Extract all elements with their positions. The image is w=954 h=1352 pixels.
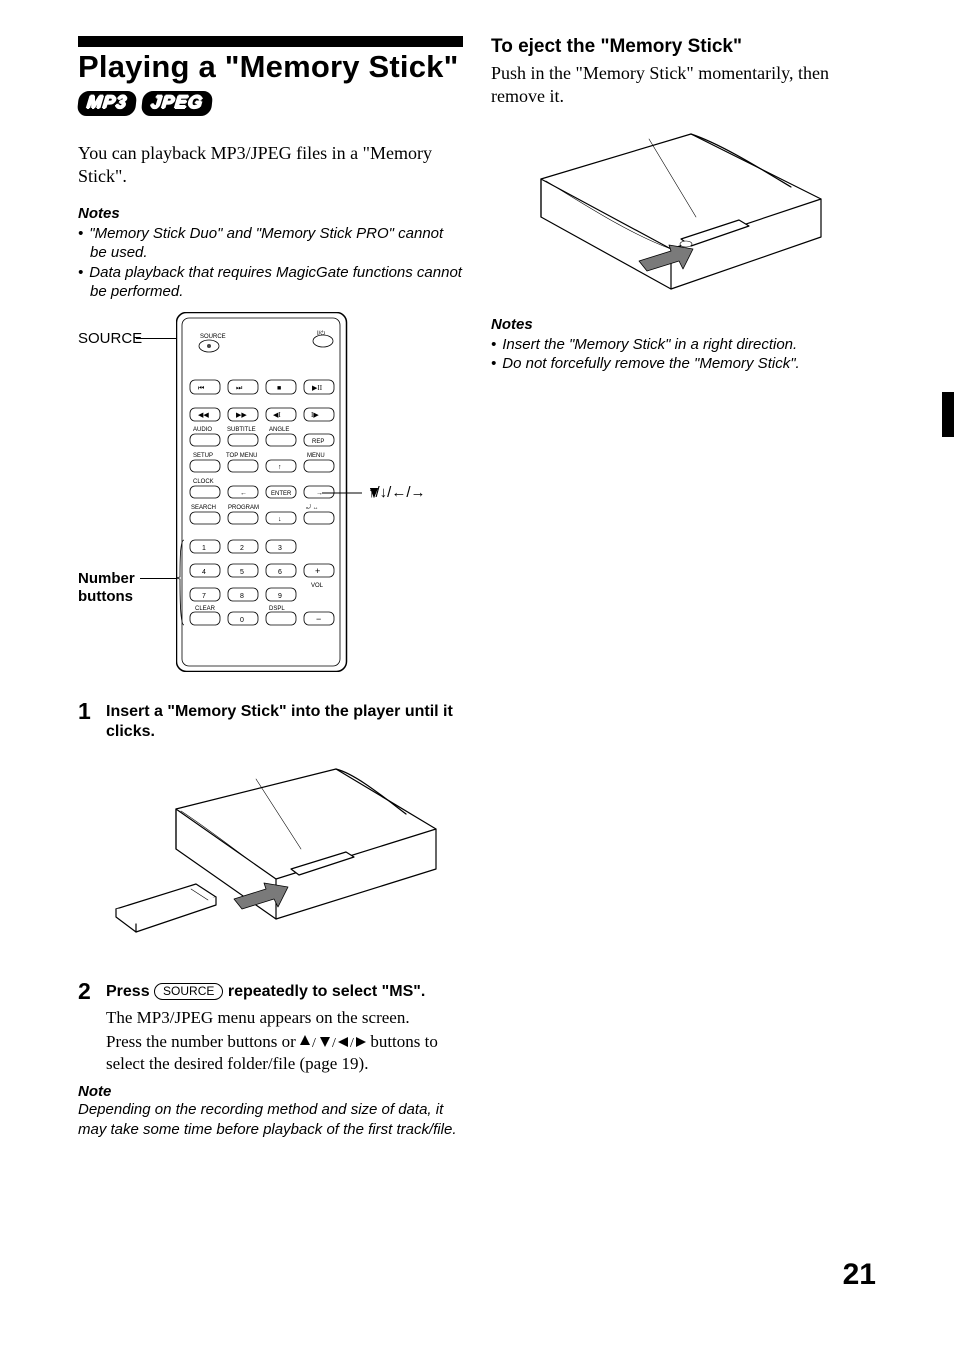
- svg-text:ANGLE: ANGLE: [269, 427, 289, 433]
- svg-text:⤾ ↔: ⤾ ↔: [306, 504, 319, 511]
- svg-text:◀◀: ◀◀: [198, 411, 209, 419]
- note-text: Depending on the recording method and si…: [78, 1100, 463, 1139]
- svg-text:2: 2: [240, 545, 244, 552]
- eject-figure: [531, 119, 876, 304]
- note-item: Data playback that requires MagicGate fu…: [78, 263, 463, 302]
- svg-text:MENU: MENU: [307, 453, 325, 459]
- remote-label-source: SOURCE: [200, 334, 226, 340]
- svg-text:+: +: [315, 566, 320, 576]
- svg-text:/: /: [350, 1036, 354, 1049]
- svg-text:9: 9: [278, 593, 282, 600]
- title-rule: [78, 36, 463, 47]
- step-2: 2 Press SOURCE repeatedly to select "MS"…: [78, 980, 463, 1075]
- eject-heading: To eject the "Memory Stick": [491, 36, 876, 58]
- svg-text:0: 0: [240, 617, 244, 624]
- svg-text:PROGRAM: PROGRAM: [228, 505, 259, 511]
- svg-text:6: 6: [278, 569, 282, 576]
- svg-text:3: 3: [278, 545, 282, 552]
- svg-text:CLOCK: CLOCK: [193, 479, 214, 485]
- svg-text:→: →: [316, 489, 323, 497]
- svg-text:AUDIO: AUDIO: [193, 427, 212, 433]
- svg-text:↑: ↑: [278, 463, 282, 471]
- badge-jpeg: JPEG: [141, 91, 214, 116]
- svg-text:CLEAR: CLEAR: [195, 606, 216, 612]
- svg-text:◀I: ◀I: [273, 411, 281, 419]
- svg-text:4: 4: [202, 569, 206, 576]
- note-block: Note Depending on the recording method a…: [78, 1083, 463, 1139]
- svg-text:TOP MENU: TOP MENU: [226, 453, 257, 459]
- step-2-body2: Press the number buttons or /// buttons …: [106, 1031, 463, 1075]
- svg-text:I/⏻: I/⏻: [317, 330, 325, 337]
- svg-text:▶II: ▶II: [312, 384, 323, 392]
- callout-number-buttons-label: Number buttons: [78, 570, 135, 606]
- eject-body: Push in the "Memory Stick" momentarily, …: [491, 62, 876, 109]
- step-2-body2-before: Press the number buttons or: [106, 1032, 300, 1051]
- arrow-icons: / / /: [300, 1032, 366, 1051]
- svg-text:VOL: VOL: [311, 583, 324, 589]
- format-badges: MP3 JPEG: [78, 91, 463, 116]
- svg-text:5: 5: [240, 569, 244, 576]
- svg-text:I▶: I▶: [311, 411, 319, 419]
- svg-text:/: /: [332, 1036, 336, 1049]
- svg-text:7: 7: [202, 593, 206, 600]
- page-number: 21: [843, 1258, 876, 1292]
- note-item: Do not forcefully remove the "Memory Sti…: [491, 354, 876, 374]
- thumb-tab: [942, 392, 954, 437]
- notes-heading: Notes: [78, 205, 463, 222]
- note-item: Insert the "Memory Stick" in a right dir…: [491, 335, 876, 355]
- callout-arrows-text: ↑/↓/←/→: [368, 484, 426, 501]
- note-heading: Note: [78, 1083, 463, 1100]
- step-1-lead: Insert a "Memory Stick" into the player …: [106, 702, 463, 744]
- svg-text:ENTER: ENTER: [271, 491, 292, 497]
- intro-text: You can playback MP3/JPEG files in a "Me…: [78, 142, 463, 189]
- notes-list: "Memory Stick Duo" and "Memory Stick PRO…: [78, 224, 463, 302]
- step-2-lead: Press SOURCE repeatedly to select "MS".: [106, 982, 463, 1003]
- badge-mp3: MP3: [77, 91, 138, 116]
- notes-list-right: Insert the "Memory Stick" in a right dir…: [491, 335, 876, 374]
- source-pill: SOURCE: [154, 983, 223, 999]
- note-item: "Memory Stick Duo" and "Memory Stick PRO…: [78, 224, 463, 263]
- svg-text:■: ■: [277, 384, 281, 392]
- svg-text:←: ←: [240, 489, 247, 497]
- step-2-body1: The MP3/JPEG menu appears on the screen.: [106, 1007, 463, 1029]
- svg-text:⏮: ⏮: [198, 384, 204, 392]
- page-title: Playing a "Memory Stick": [78, 49, 463, 85]
- svg-text:SETUP: SETUP: [193, 453, 213, 459]
- svg-text:DSPL: DSPL: [269, 606, 285, 612]
- svg-text:−: −: [316, 614, 321, 624]
- step-2-lead-after: repeatedly to select "MS".: [223, 983, 425, 1000]
- step-1: 1 Insert a "Memory Stick" into the playe…: [78, 700, 463, 748]
- svg-text:SUBTITLE: SUBTITLE: [227, 427, 256, 433]
- step-number: 2: [78, 980, 96, 1075]
- insert-figure: [106, 759, 463, 964]
- svg-text:⏭: ⏭: [236, 384, 243, 392]
- svg-text:SEARCH: SEARCH: [191, 505, 216, 511]
- remote-figure: SOURCE Number buttons SOURCE I/⏻ ⏮ ⏭ ■: [78, 312, 446, 682]
- callout-source-label: SOURCE: [78, 330, 142, 348]
- notes-heading-right: Notes: [491, 316, 876, 333]
- step-2-lead-before: Press: [106, 983, 154, 1000]
- step-number: 1: [78, 700, 96, 748]
- svg-text:8: 8: [240, 593, 244, 600]
- svg-text:REP: REP: [312, 439, 324, 445]
- svg-text:/: /: [312, 1036, 316, 1049]
- svg-text:↓: ↓: [278, 515, 282, 523]
- svg-text:1: 1: [202, 545, 206, 552]
- svg-text:▶▶: ▶▶: [236, 411, 247, 419]
